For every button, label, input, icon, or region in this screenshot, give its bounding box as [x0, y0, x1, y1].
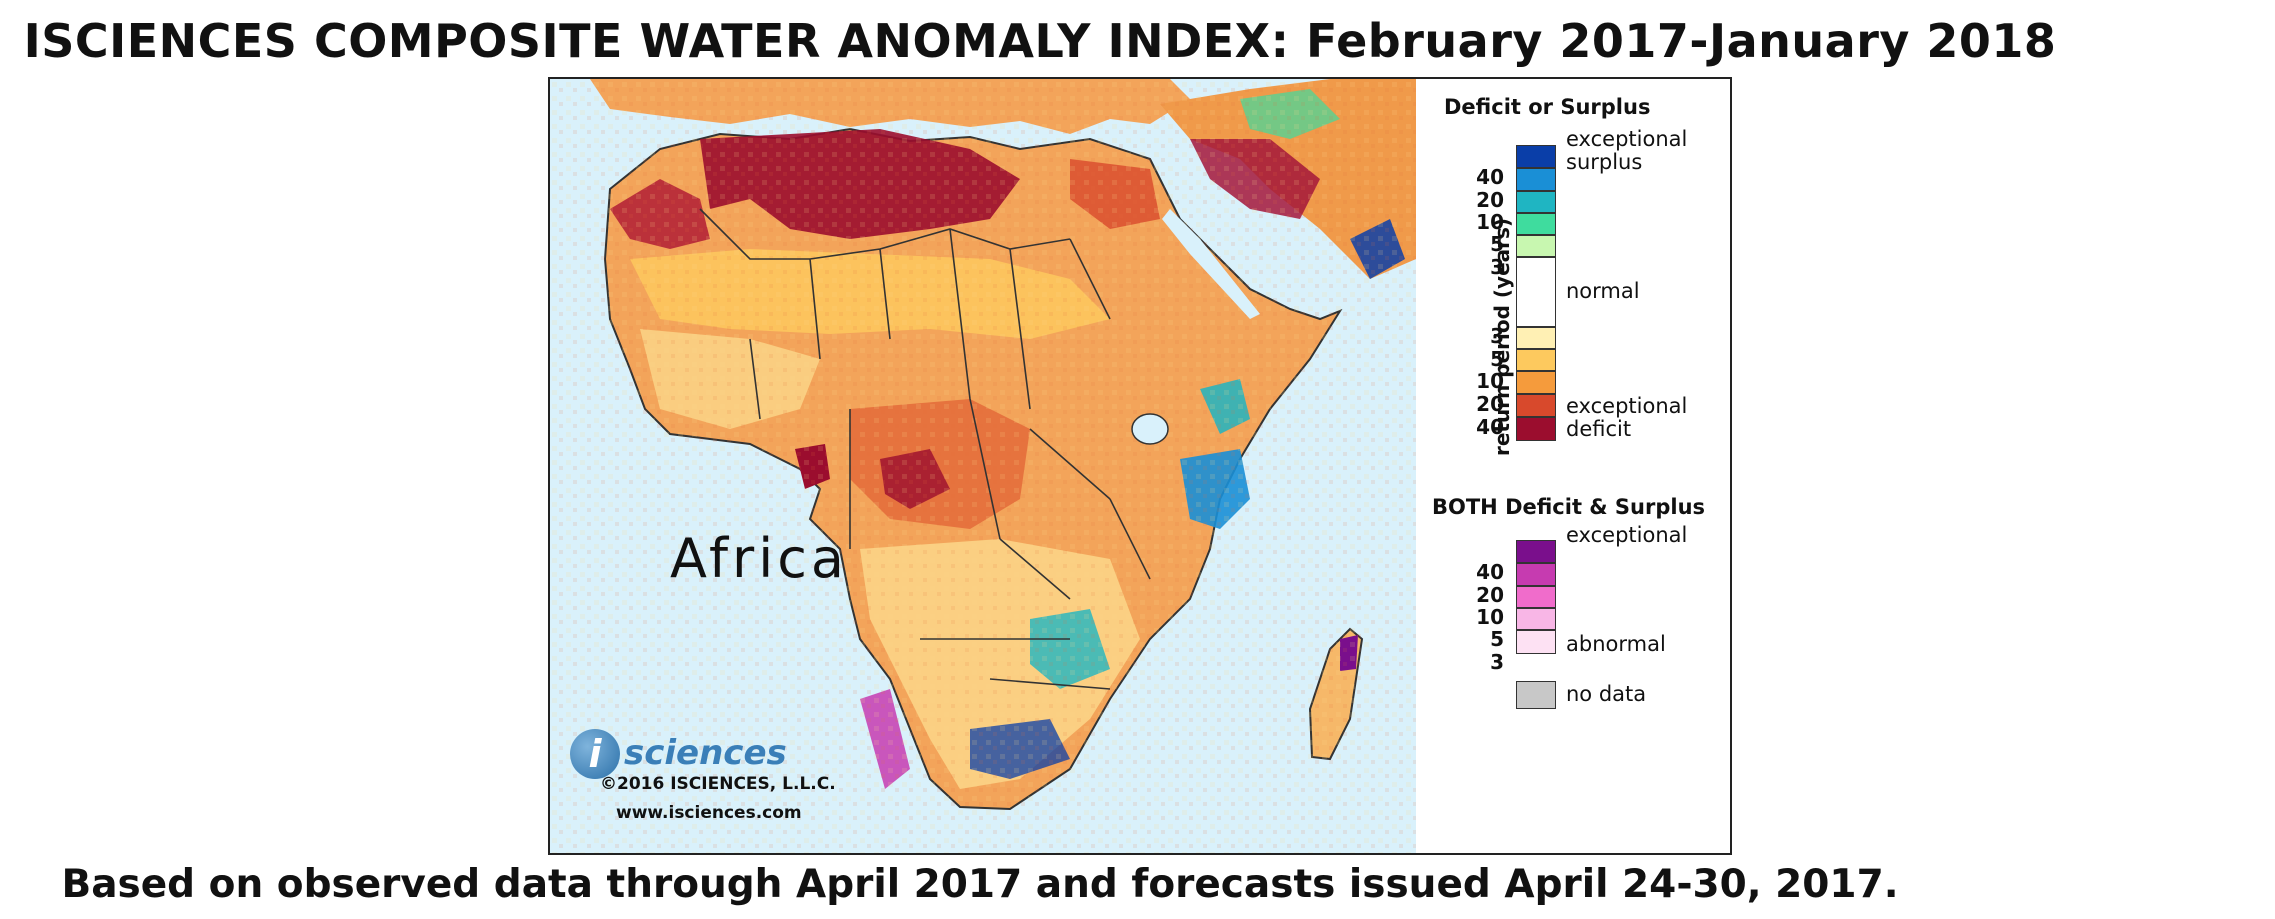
lake-victoria [1131, 413, 1169, 445]
tick-deficit-20: 20 [1476, 392, 1504, 416]
tick-surplus-40: 40 [1476, 165, 1504, 189]
tick-surplus-20: 20 [1476, 188, 1504, 212]
swatch-no-data [1516, 681, 1556, 709]
swatch-surplus-40 [1516, 145, 1556, 168]
tick-both-5: 5 [1490, 627, 1504, 651]
swatch-surplus-20 [1516, 168, 1556, 191]
swatch-surplus-3 [1516, 235, 1556, 257]
tick-deficit-3: 3 [1490, 324, 1504, 348]
legend-heading-both: BOTH Deficit & Surplus [1432, 495, 1706, 519]
both-label-top: exceptional [1566, 523, 1688, 547]
swatch-deficit-20 [1516, 394, 1556, 417]
deficit-label-line2: deficit [1566, 417, 1632, 441]
logo-wordmark: sciences [624, 733, 787, 773]
tick-both-40: 40 [1476, 560, 1504, 584]
map-figure: Africa i sciences ©2016 ISCIENCES, L.L.C… [548, 77, 1732, 855]
tick-both-20: 20 [1476, 583, 1504, 607]
legend-heading-deficit-surplus: Deficit or Surplus [1444, 95, 1651, 119]
swatch-both-5 [1516, 608, 1556, 630]
red-sea [1162, 209, 1260, 319]
copyright-text: ©2016 ISCIENCES, L.L.C. [600, 774, 836, 794]
tick-deficit-5: 5 [1490, 347, 1504, 371]
africa-map[interactable]: Africa i sciences ©2016 ISCIENCES, L.L.C… [550, 79, 1416, 853]
country-borders [699, 208, 1151, 690]
tick-deficit-40: 40 [1476, 415, 1504, 439]
no-data-label: no data [1566, 682, 1647, 706]
page-title: ISCIENCES COMPOSITE WATER ANOMALY INDEX:… [23, 14, 2057, 68]
swatch-deficit-40 [1516, 417, 1556, 441]
swatch-deficit-5 [1516, 349, 1556, 371]
tick-both-3: 3 [1490, 650, 1504, 674]
map-region-label: Africa [670, 527, 849, 590]
swatch-normal [1516, 257, 1556, 327]
isciences-logo: i sciences [570, 729, 800, 849]
swatch-both-10 [1516, 586, 1556, 608]
isciences-logo-icon: i [570, 729, 620, 779]
tick-deficit-10: 10 [1476, 369, 1504, 393]
map-canvas [550, 79, 1416, 853]
surplus-label-line2: surplus [1566, 150, 1643, 174]
swatch-both-3 [1516, 630, 1556, 654]
website-link[interactable]: www.isciences.com [616, 803, 802, 823]
swatch-surplus-10 [1516, 191, 1556, 213]
tick-both-10: 10 [1476, 605, 1504, 629]
legend-panel: Deficit or Surplus return period (years)… [1416, 79, 1730, 853]
footer-note: Based on observed data through April 201… [61, 862, 1899, 907]
swatch-surplus-5 [1516, 213, 1556, 235]
deficit-label-line1: exceptional [1566, 394, 1688, 418]
tick-surplus-5: 5 [1490, 232, 1504, 256]
tick-surplus-3: 3 [1490, 255, 1504, 279]
swatch-both-20 [1516, 563, 1556, 586]
swatch-both-40 [1516, 540, 1556, 563]
normal-label: normal [1566, 279, 1640, 303]
both-label-bottom: abnormal [1566, 632, 1666, 656]
surplus-label-line1: exceptional [1566, 127, 1688, 151]
tick-surplus-10: 10 [1476, 210, 1504, 234]
swatch-deficit-3 [1516, 327, 1556, 349]
swatch-deficit-10 [1516, 371, 1556, 394]
